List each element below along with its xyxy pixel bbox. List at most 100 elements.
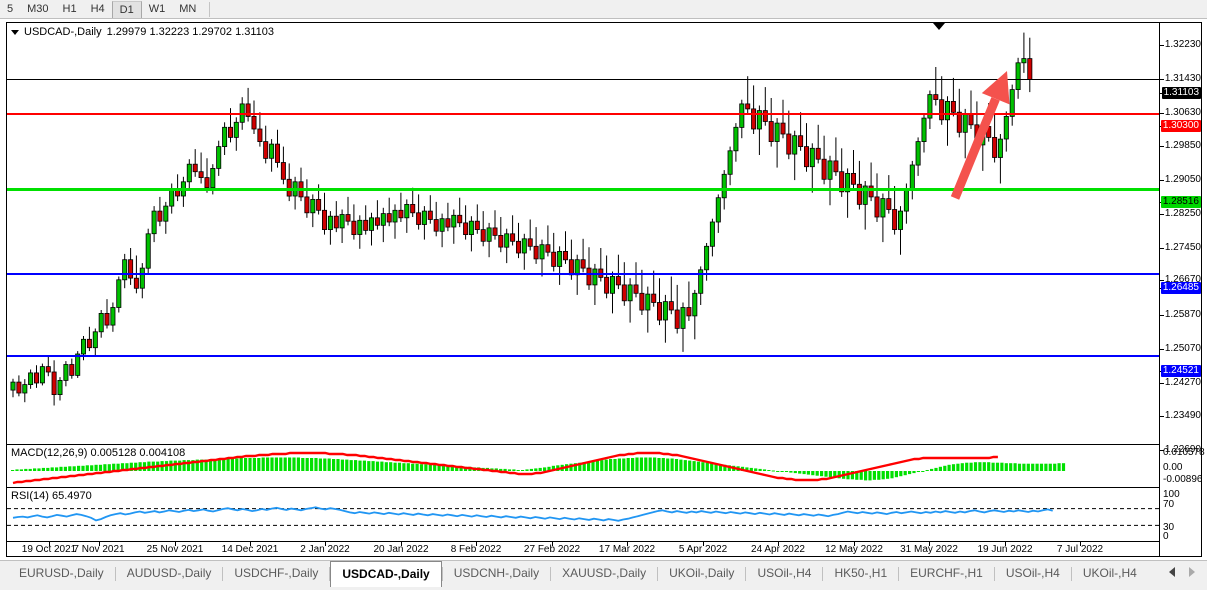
- price-pane[interactable]: [7, 23, 1159, 442]
- chart-tab-usdcnh-daily[interactable]: USDCNH-,Daily: [442, 561, 551, 585]
- support-line[interactable]: [7, 187, 1159, 191]
- timeframe-button-5[interactable]: 5: [7, 2, 14, 15]
- rsi-series: [7, 506, 1159, 526]
- tab-divider: [745, 567, 747, 581]
- chart-tab-hk50-h1[interactable]: HK50-,H1: [823, 561, 899, 585]
- chart-tab-usoil-h4[interactable]: USOil-,H4: [994, 561, 1071, 585]
- date-axis-label: 25 Nov 2021: [146, 544, 204, 555]
- date-axis-label: 7 Nov 2021: [73, 544, 125, 555]
- macd-axis-label: 0.010578: [1163, 447, 1205, 458]
- price-axis-label: 1.26670: [1164, 274, 1201, 285]
- tab-divider: [550, 567, 552, 581]
- price-axis-label: 1.25870: [1164, 309, 1201, 320]
- price-axis-label-red: 1.30300: [1160, 120, 1201, 132]
- chart-frame[interactable]: USDCAD-,Daily 1.29979 1.32223 1.29702 1.…: [6, 22, 1205, 557]
- chart-tab-usdcad-daily[interactable]: USDCAD-,Daily: [330, 561, 442, 587]
- price-axis-label-blue: 1.26485: [1160, 282, 1201, 294]
- price-axis-label: 1.22690: [1164, 444, 1201, 455]
- tab-divider: [822, 567, 824, 581]
- triangle-down-icon[interactable]: [11, 29, 19, 35]
- timeframe-toolbar: 5 M30 H1 H4 D1 W1 MN: [0, 0, 1207, 19]
- date-axis-label: 19 Oct 2021: [21, 544, 77, 555]
- price-axis-label: 1.28250: [1164, 208, 1201, 219]
- chart-tab-eurchf-h1[interactable]: EURCHF-,H1: [899, 561, 994, 585]
- tab-divider: [898, 567, 900, 581]
- chart-tab-ukoil-daily[interactable]: UKOil-,Daily: [658, 561, 746, 585]
- date-axis-label: 19 Jun 2022: [977, 544, 1033, 555]
- price-axis-label: 1.29050: [1164, 174, 1201, 185]
- price-axis-label-green: 1.28516: [1160, 196, 1201, 208]
- macd-pane[interactable]: MACD(12,26,9) 0.005128 0.004108: [7, 444, 1159, 486]
- rsi-label: RSI(14) 65.4970: [11, 490, 92, 502]
- tab-divider: [1070, 567, 1072, 581]
- rsi-pane[interactable]: RSI(14) 65.4970: [7, 487, 1159, 541]
- date-axis-tick: [325, 542, 326, 546]
- chart-tab-eurusd-daily[interactable]: EURUSD-,Daily: [8, 561, 115, 585]
- price-axis-tick: [1160, 214, 1164, 215]
- date-axis-tick: [854, 542, 855, 546]
- price-axis-tick: [1160, 113, 1164, 114]
- toolbar-divider: [209, 1, 211, 17]
- price-axis-tick: [1160, 349, 1164, 350]
- date-axis-tick: [250, 542, 251, 546]
- tab-divider: [657, 567, 659, 581]
- resistance-line[interactable]: [7, 113, 1159, 116]
- price-axis-label: 1.31430: [1164, 73, 1201, 84]
- date-axis-tick: [1080, 542, 1081, 546]
- macd-axis-label: -0.00896: [1163, 474, 1203, 485]
- level-line-upper-blue[interactable]: [7, 272, 1159, 275]
- date-axis-label: 8 Feb 2022: [450, 544, 502, 555]
- price-axis-label: 1.24270: [1164, 377, 1201, 388]
- timeframe-button-mn[interactable]: MN: [179, 2, 197, 15]
- timeframe-button-d1[interactable]: D1: [111, 0, 142, 18]
- arrow-left-icon[interactable]: [1169, 567, 1175, 577]
- price-axis-label: 1.30630: [1164, 107, 1201, 118]
- price-axis-label: 1.23490: [1164, 410, 1201, 421]
- chart-symbol-header: USDCAD-,Daily 1.29979 1.32223 1.29702 1.…: [11, 26, 274, 38]
- level-line-lower-blue[interactable]: [7, 355, 1159, 358]
- chart-tab-ukoil-h4[interactable]: UKOil-,H4: [1071, 561, 1148, 585]
- price-axis[interactable]: 1.32230 1.31430 1.31103 1.30630 1.30300 1.298…: [1159, 23, 1205, 557]
- date-axis-tick: [175, 542, 176, 546]
- price-axis-tick: [1160, 416, 1164, 417]
- date-axis-label: 20 Jan 2022: [373, 544, 429, 555]
- date-axis-tick: [401, 542, 402, 546]
- date-axis-tick: [552, 542, 553, 546]
- price-axis-label-black: 1.31103: [1161, 87, 1201, 99]
- macd-label: MACD(12,26,9) 0.005128 0.004108: [11, 447, 186, 459]
- price-axis-tick: [1160, 383, 1164, 384]
- date-axis-tick: [476, 542, 477, 546]
- date-axis-tick: [1005, 542, 1006, 546]
- tab-divider: [441, 567, 443, 581]
- chart-tab-bar: EURUSD-,Daily AUDUSD-,Daily USDCHF-,Daily U…: [0, 560, 1207, 590]
- tab-divider: [993, 567, 995, 581]
- price-axis-label: 1.29850: [1164, 140, 1201, 151]
- timeframe-button-h1[interactable]: H1: [62, 2, 77, 15]
- rsi-axis-label: 30: [1163, 522, 1175, 533]
- date-axis-label: 12 May 2022: [825, 544, 883, 555]
- price-axis-label: 1.32230: [1164, 39, 1201, 50]
- chart-tab-usoil-h4[interactable]: USOil-,H4: [746, 561, 823, 585]
- chart-tab-audusd-daily[interactable]: AUDUSD-,Daily: [115, 561, 223, 585]
- current-price-line[interactable]: [7, 79, 1159, 81]
- date-axis-tick: [703, 542, 704, 546]
- chart-marker-triangle-icon: [933, 23, 945, 30]
- price-axis-label: 1.25070: [1164, 343, 1201, 354]
- date-axis-label: 2 Jan 2022: [300, 544, 350, 555]
- rsi-axis-label: 70: [1163, 499, 1175, 510]
- timeframe-button-m30[interactable]: M30: [27, 2, 49, 15]
- chart-tab-usdchf-daily[interactable]: USDCHF-,Daily: [223, 561, 330, 585]
- timeframe-button-h4[interactable]: H4: [90, 2, 105, 15]
- chart-symbol-label: USDCAD-,Daily: [24, 26, 102, 38]
- tab-scroll-arrows[interactable]: [1169, 561, 1207, 577]
- price-axis-label: 1.27450: [1164, 242, 1201, 253]
- timeframe-button-w1[interactable]: W1: [148, 2, 166, 15]
- date-axis[interactable]: 19 Oct 2021 7 Nov 2021 25 Nov 2021 14 Dec 2…: [7, 541, 1159, 556]
- chart-tab-xauusd-daily[interactable]: XAUUSD-,Daily: [551, 561, 658, 585]
- date-axis-label: 14 Dec 2021: [221, 544, 279, 555]
- price-axis-tick: [1160, 45, 1164, 46]
- arrow-right-icon[interactable]: [1189, 567, 1195, 577]
- date-axis-tick: [929, 542, 930, 546]
- price-axis-tick: [1160, 315, 1164, 316]
- price-axis-tick: [1160, 248, 1164, 249]
